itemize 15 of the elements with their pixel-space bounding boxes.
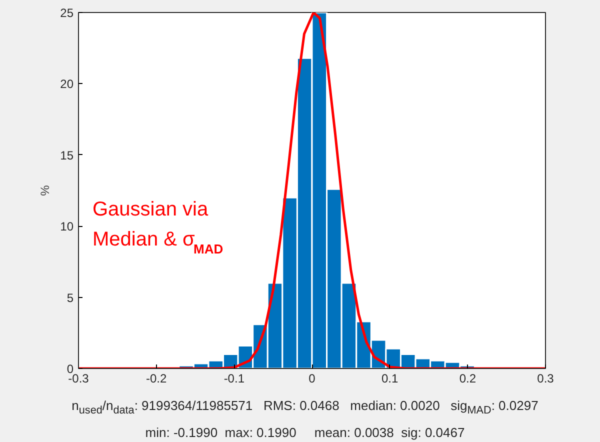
x-tick-label: -0.1	[224, 372, 245, 386]
x-tick-label: -0.2	[146, 372, 167, 386]
line-series	[78, 12, 546, 368]
x-tick-label: 0.3	[537, 372, 554, 386]
y-axis-title: %	[38, 184, 52, 196]
x-tick-label: 0.1	[381, 372, 398, 386]
y-tick-label: 10	[60, 220, 74, 234]
y-tick-label: 15	[60, 148, 74, 162]
x-tick-label: 0	[308, 372, 316, 386]
y-tick-label: 25	[60, 6, 74, 20]
text: min: -0.1990 max: 0.1990 mean: 0.0038 sig: 0.0467	[144, 424, 466, 442]
y-tick-label: 5	[66, 290, 74, 305]
x-tick-label: 0.2	[459, 372, 476, 386]
text: n$_{used}$/n$_{data}$: 9199364/11985571 RMS: 0.0468 median: 0.0020 sig$_{MAD}$: 0.0297	[72, 397, 538, 419]
y-tick-label: 20	[60, 77, 74, 92]
